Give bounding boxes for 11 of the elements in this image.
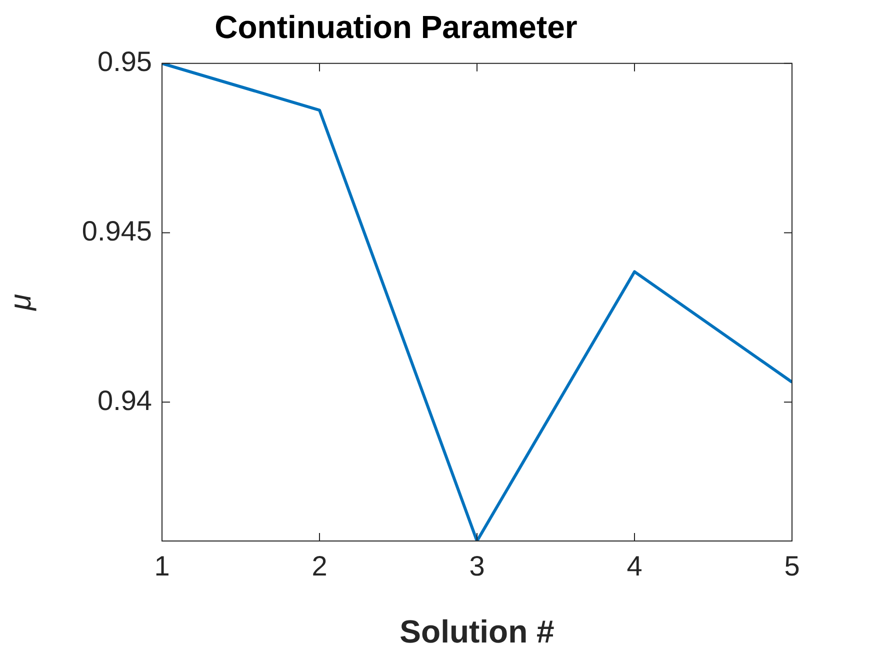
x-tick-label: 5	[784, 550, 800, 582]
y-tick-label: 0.95	[98, 46, 152, 78]
x-axis-title: Solution #	[400, 614, 555, 650]
y-axis-title: μ	[4, 294, 38, 312]
chart-title: Continuation Parameter	[214, 9, 578, 46]
y-tick-label: 0.945	[82, 215, 152, 246]
x-tick-label: 2	[312, 550, 328, 582]
x-tick-label: 4	[626, 550, 642, 582]
x-tick-label: 1	[154, 550, 170, 582]
y-tick-label: 0.94	[98, 384, 152, 416]
x-tick-label: 3	[469, 550, 485, 582]
